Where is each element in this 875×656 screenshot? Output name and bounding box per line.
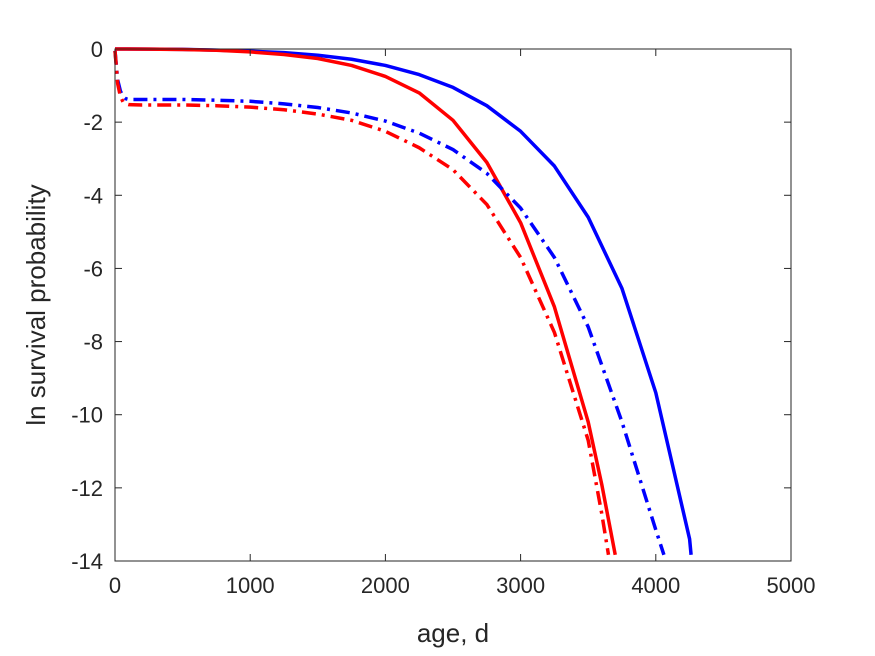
- series-layer: [113, 47, 693, 556]
- axes-box: [114, 48, 792, 562]
- x-axis-label: age, d: [417, 618, 489, 648]
- y-tick-label: 0: [91, 37, 103, 62]
- x-tick-label: 2000: [361, 573, 410, 598]
- y-tick-label: -8: [83, 330, 103, 355]
- x-tick-label: 1000: [226, 573, 275, 598]
- y-tick-label: -12: [71, 476, 103, 501]
- y-axis-label: ln survival probability: [21, 184, 51, 425]
- y-tick-label: -4: [83, 183, 103, 208]
- x-tick-label: 0: [109, 573, 121, 598]
- y-tick-label: -2: [83, 110, 103, 135]
- series-line-red-solid: [114, 47, 617, 556]
- series-line-red-dashdot: [113, 50, 611, 556]
- y-tick-label: -14: [71, 549, 103, 574]
- series-line-blue-dashdot: [113, 50, 666, 556]
- x-tick-label: 4000: [631, 573, 680, 598]
- y-tick-label: -6: [83, 256, 103, 281]
- y-tick-label: -10: [71, 403, 103, 428]
- plot-area: [115, 49, 791, 561]
- x-tick-label: 3000: [496, 573, 545, 598]
- tick-layer: 0 1000 2000 3000 4000 5000 0 -2 -4 -6 -8 -10 -12 -14: [71, 37, 815, 598]
- x-tick-label: 5000: [767, 573, 816, 598]
